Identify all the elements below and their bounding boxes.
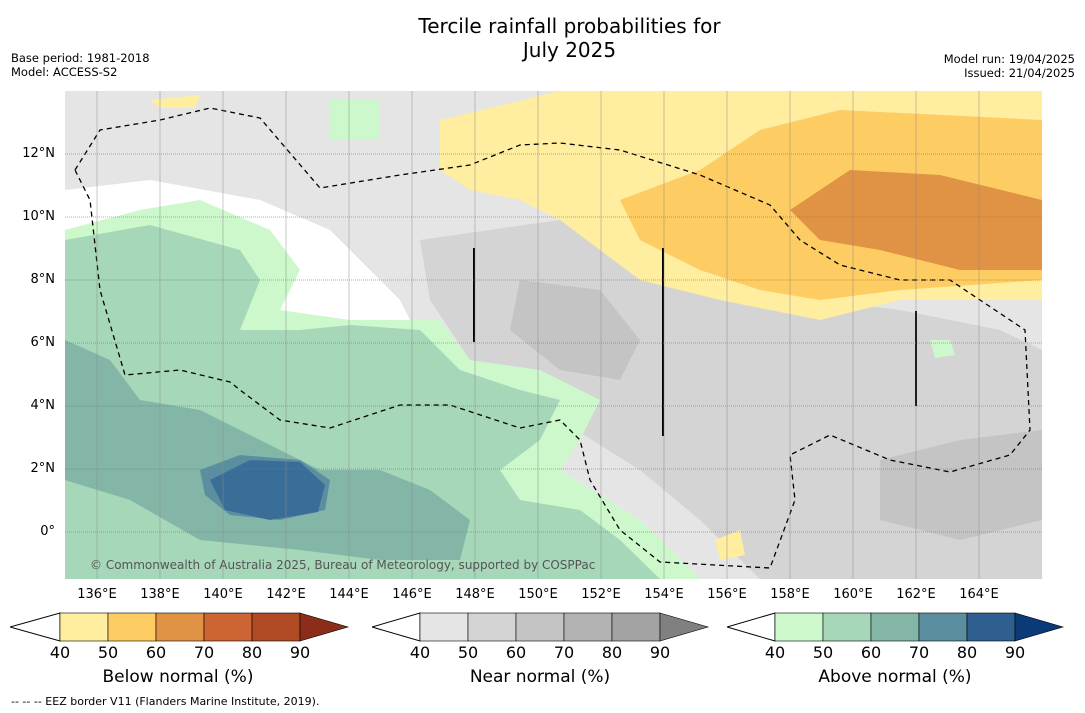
lon-label: 144°E bbox=[329, 587, 369, 602]
lon-label: 142°E bbox=[266, 587, 306, 602]
left-metadata: Base period: 1981-2018 Model: ACCESS-S2 bbox=[11, 51, 150, 79]
near-normal-region bbox=[510, 280, 640, 380]
lon-label: 160°E bbox=[833, 587, 873, 602]
colorbar-tick: 50 bbox=[812, 643, 834, 662]
lon-label: 136°E bbox=[77, 587, 117, 602]
copyright-notice: © Commonwealth of Australia 2025, Bureau… bbox=[90, 558, 596, 572]
map-title: Tercile rainfall probabilities for July … bbox=[0, 14, 1085, 62]
lat-label: 8°N bbox=[30, 272, 56, 287]
colorbar-title-near: Near normal (%) bbox=[469, 667, 611, 687]
below-normal-region bbox=[790, 170, 1042, 270]
above-normal-region bbox=[65, 340, 470, 560]
lon-label: 154°E bbox=[644, 587, 684, 602]
colorbar-tick: 40 bbox=[49, 643, 71, 662]
colorbar-tick: 60 bbox=[145, 643, 167, 662]
lat-label: 4°N bbox=[30, 398, 56, 413]
colorbar-swatch bbox=[563, 612, 613, 642]
lon-label: 152°E bbox=[581, 587, 621, 602]
colorbar-tick: 90 bbox=[649, 643, 671, 662]
colorbar-swatch bbox=[966, 612, 1016, 642]
lat-label: 6°N bbox=[30, 335, 56, 350]
lon-label: 156°E bbox=[707, 587, 747, 602]
colorbar-swatch bbox=[515, 612, 565, 642]
lon-label: 162°E bbox=[896, 587, 936, 602]
colorbar-swatch bbox=[203, 612, 253, 642]
lat-label: 2°N bbox=[30, 461, 56, 476]
colorbar-tick: 80 bbox=[956, 643, 978, 662]
model-name: Model: ACCESS-S2 bbox=[11, 65, 118, 79]
colorbar-tick: 80 bbox=[601, 643, 623, 662]
colorbar-tick: 90 bbox=[289, 643, 311, 662]
colorbar-swatch bbox=[822, 612, 872, 642]
colorbar-swatch bbox=[107, 612, 157, 642]
colorbar-swatch bbox=[299, 612, 350, 642]
model-run: Model run: 19/04/2025 bbox=[943, 52, 1075, 66]
title-line-2: July 2025 bbox=[522, 38, 617, 62]
colorbar-swatch bbox=[774, 612, 824, 642]
base-period: Base period: 1981-2018 bbox=[11, 51, 150, 65]
lat-label: 12°N bbox=[22, 146, 55, 161]
colorbar-tick: 70 bbox=[193, 643, 215, 662]
colorbar-swatch bbox=[155, 612, 205, 642]
near-normal-region bbox=[880, 430, 1042, 540]
colorbar-swatch bbox=[59, 612, 109, 642]
colorbar-tick: 50 bbox=[97, 643, 119, 662]
colorbar-swatch bbox=[467, 612, 517, 642]
colorbar-title-above: Above normal (%) bbox=[818, 667, 972, 687]
eez-border bbox=[74, 107, 1031, 569]
colorbar-swatch bbox=[611, 612, 661, 642]
colorbar-title-below: Below normal (%) bbox=[102, 667, 254, 687]
above-normal-region bbox=[330, 100, 380, 140]
colorbar-tick: 40 bbox=[409, 643, 431, 662]
colorbar-tick: 40 bbox=[764, 643, 786, 662]
lon-label: 150°E bbox=[518, 587, 558, 602]
colorbar-swatch bbox=[659, 612, 710, 642]
right-metadata: Model run: 19/04/2025 Issued: 21/04/2025 bbox=[944, 52, 1075, 80]
colorbar-swatch bbox=[870, 612, 920, 642]
colorbar-swatch bbox=[251, 612, 301, 642]
eez-footnote: -- -- -- EEZ border V11 (Flanders Marine… bbox=[11, 695, 320, 708]
colorbar-above-normal bbox=[727, 612, 1065, 642]
lat-label: 10°N bbox=[22, 209, 55, 224]
issued-date: Issued: 21/04/2025 bbox=[964, 66, 1075, 80]
colorbar-tick: 60 bbox=[860, 643, 882, 662]
above-normal-region bbox=[210, 460, 325, 520]
colorbar-tick: 50 bbox=[457, 643, 479, 662]
lon-label: 158°E bbox=[770, 587, 810, 602]
above-normal-region bbox=[930, 340, 955, 358]
lon-label: 164°E bbox=[959, 587, 999, 602]
lon-label: 138°E bbox=[140, 587, 180, 602]
lon-label: 146°E bbox=[392, 587, 432, 602]
colorbar-tick: 80 bbox=[241, 643, 263, 662]
colorbar-tick: 70 bbox=[908, 643, 930, 662]
colorbar-swatch bbox=[1014, 612, 1065, 642]
below-normal-region bbox=[715, 530, 745, 560]
colorbar-near-normal bbox=[372, 612, 710, 642]
colorbar-tick: 70 bbox=[553, 643, 575, 662]
below-normal-region bbox=[150, 95, 200, 108]
colorbar-below-normal bbox=[10, 612, 350, 642]
colorbar-tick: 60 bbox=[505, 643, 527, 662]
lon-label: 148°E bbox=[455, 587, 495, 602]
lon-label: 140°E bbox=[203, 587, 243, 602]
colorbar-swatch bbox=[419, 612, 469, 642]
colorbar-swatch bbox=[918, 612, 968, 642]
lat-label: 0° bbox=[40, 524, 55, 539]
title-line-1: Tercile rainfall probabilities for bbox=[418, 14, 721, 38]
colorbar-tick: 90 bbox=[1004, 643, 1026, 662]
